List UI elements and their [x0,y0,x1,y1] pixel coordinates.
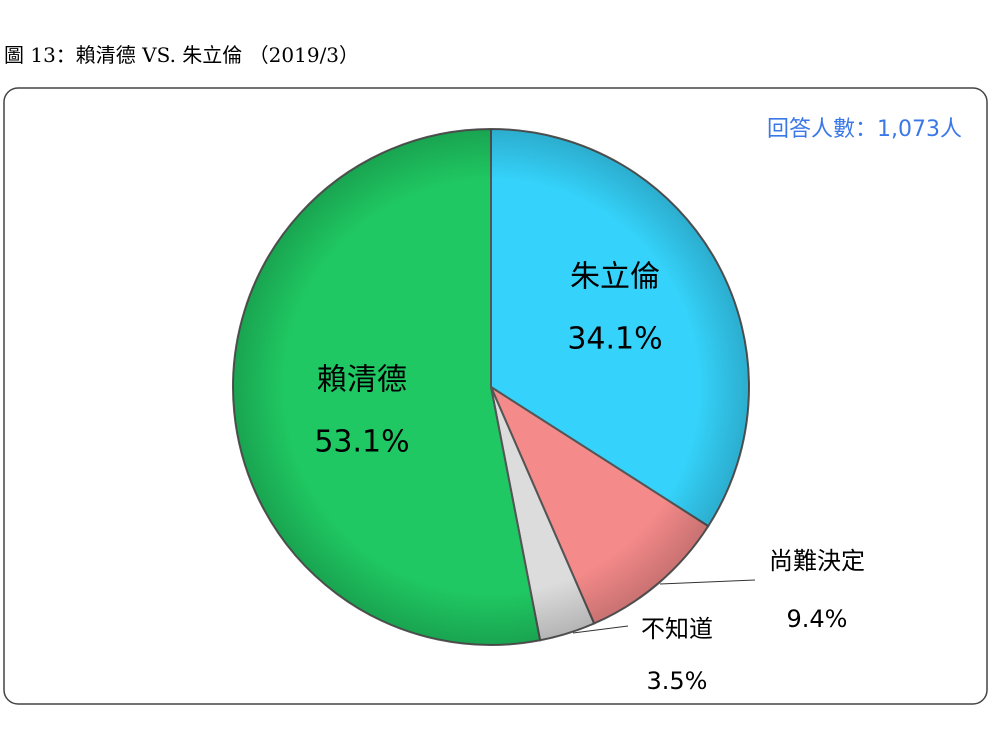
slice-label: 尚難決定 [769,547,865,575]
slice-label: 不知道 [641,615,713,643]
slice-label: 朱立倫 [570,260,660,295]
slice-label: 賴清德 [317,363,407,398]
chart-title: 圖 13：賴清德 VS. 朱立倫 （2019/3） [4,43,359,67]
value-label: 53.1% [314,425,409,460]
value-label: 9.4% [787,605,848,633]
leader-line [572,625,629,634]
value-label: 34.1% [567,322,662,357]
pie [232,127,750,646]
leader-line [659,579,756,585]
labels: 朱立倫 34.1% 尚難決定 9.4% 不知道 3.5% 賴清德 53.1% [314,260,865,696]
annotation: 回答人數：1,073人 [767,117,962,142]
value-label: 3.5% [647,667,708,695]
